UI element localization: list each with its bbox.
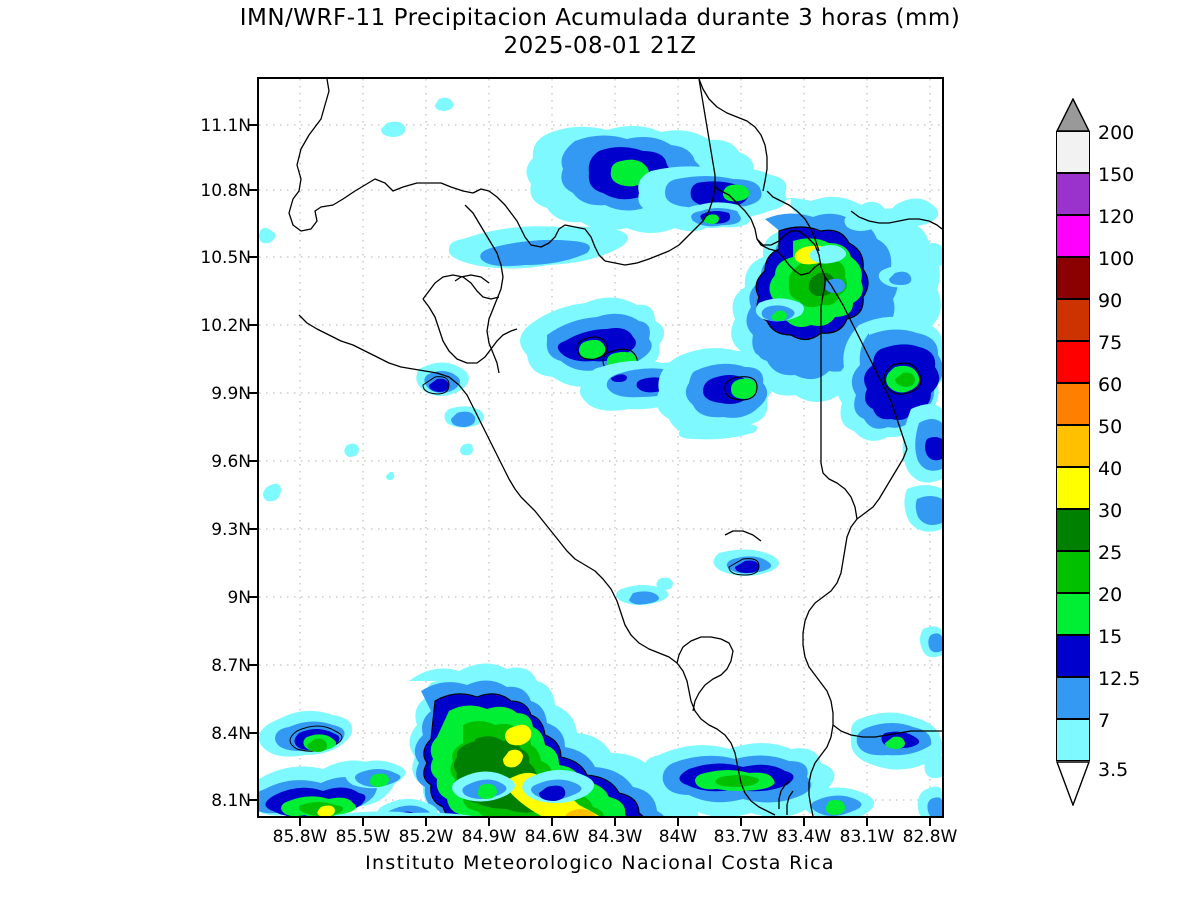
colorbar-tick-75: 75: [1098, 332, 1123, 354]
colorbar-band-40[interactable]: [1056, 467, 1090, 509]
y-axis-label: 8.4N: [211, 724, 251, 744]
colorbar-band-15[interactable]: [1056, 635, 1090, 677]
x-axis-label: 84W: [658, 827, 698, 847]
y-axis-tick: [249, 460, 257, 462]
y-axis-tick: [249, 528, 257, 530]
colorbar-tick-40: 40: [1098, 458, 1123, 480]
x-axis-label: 83.7W: [713, 827, 769, 847]
precip-cell-southwest-pacific: [259, 710, 353, 757]
x-axis-tick: [740, 818, 742, 826]
colorbar-tick-20: 20: [1098, 584, 1123, 606]
precip-cell-south-coastal-band: [333, 769, 595, 816]
precip-cell-nw-sliver: [435, 97, 454, 111]
precip-cell-ne-coastal: [683, 202, 752, 228]
colorbar-band-25[interactable]: [1056, 551, 1090, 593]
y-axis-label: 10.5N: [200, 248, 251, 268]
colorbar-tick-15: 15: [1098, 626, 1123, 648]
colorbar-tick-100: 100: [1098, 248, 1135, 270]
x-axis-label: 84.9W: [461, 827, 517, 847]
colorbar-tick-7: 7: [1098, 710, 1111, 732]
map-plot-area[interactable]: [257, 77, 944, 818]
colorbar-band-75[interactable]: [1056, 341, 1090, 383]
colorbar-tick-50: 50: [1098, 416, 1123, 438]
precip-cell-se-panama: [641, 626, 942, 816]
colorbar-tick-150: 150: [1098, 164, 1135, 186]
colorbar-band-100[interactable]: [1056, 257, 1090, 299]
x-axis-label: 84.6W: [524, 827, 580, 847]
y-axis-label: 11.1N: [200, 116, 251, 136]
x-axis-label: 82.8W: [902, 827, 958, 847]
x-axis-tick: [803, 818, 805, 826]
colorbar-tick-12_5: 12.5: [1098, 668, 1141, 690]
y-axis-tick: [249, 324, 257, 326]
precip-cell-pacific-scattered: [344, 443, 779, 605]
precip-cell-east-coastal-band: [836, 316, 942, 532]
chart-title: IMN/WRF-11 Precipitacion Acumulada duran…: [239, 5, 961, 31]
colorbar-band-30[interactable]: [1056, 509, 1090, 551]
y-axis-tick: [249, 392, 257, 394]
colorbar-tick-30: 30: [1098, 500, 1123, 522]
x-axis-tick: [677, 818, 679, 826]
chart-subtitle: 2025-08-01 21Z: [503, 33, 697, 59]
colorbar-tick-200: 200: [1098, 122, 1135, 144]
precip-cell-southwest-cluster: [259, 760, 515, 816]
x-axis-tick: [425, 818, 427, 826]
colorbar-tick-120: 120: [1098, 206, 1135, 228]
y-axis-tick: [249, 256, 257, 258]
colorbar-underflow-arrow: [1056, 761, 1090, 806]
y-axis-label: 9N: [227, 588, 251, 608]
colorbar-band-150[interactable]: [1056, 173, 1090, 215]
precip-cell-turrialba: [656, 348, 773, 440]
x-axis-tick: [551, 818, 553, 826]
y-axis-label: 10.8N: [200, 181, 251, 201]
y-axis-label: 8.1N: [211, 791, 251, 811]
y-axis-tick: [249, 189, 257, 191]
x-axis-label: 83.4W: [776, 827, 832, 847]
colorbar-band-120[interactable]: [1056, 215, 1090, 257]
colorbar-tick-25: 25: [1098, 542, 1123, 564]
colorbar-band-7[interactable]: [1056, 719, 1090, 761]
y-axis-label: 9.9N: [211, 384, 251, 404]
x-axis-tick: [929, 818, 931, 826]
colorbar-band-50[interactable]: [1056, 425, 1090, 467]
chart-title-block: IMN/WRF-11 Precipitacion Acumulada duran…: [0, 4, 1200, 60]
map-svg: [259, 79, 942, 816]
x-axis-label: 83.1W: [839, 827, 895, 847]
precip-cell-rio-san-juan: [638, 166, 787, 219]
colorbar-band-90[interactable]: [1056, 299, 1090, 341]
colorbar-band-60[interactable]: [1056, 383, 1090, 425]
colorbar-overflow-arrow: [1056, 98, 1090, 132]
colorbar-band-12_5[interactable]: [1056, 677, 1090, 719]
x-axis-label: 85.2W: [398, 827, 454, 847]
precip-cell-ne-detached: [809, 198, 942, 288]
colorbar-band-200[interactable]: [1056, 131, 1090, 173]
x-axis-tick: [614, 818, 616, 826]
y-axis-tick: [249, 732, 257, 734]
y-axis-label: 9.3N: [211, 520, 251, 540]
x-axis-tick: [866, 818, 868, 826]
y-axis-label: 9.6N: [211, 452, 251, 472]
x-axis-label: 85.5W: [335, 827, 391, 847]
y-axis-label: 10.2N: [200, 316, 251, 336]
colorbar-tick-3_5: 3.5: [1098, 759, 1129, 781]
precip-cell-nicoya-gulf: [259, 121, 485, 502]
colorbar[interactable]: 200 150 120 100 90 75 60 50 40 30 25 20 …: [1052, 98, 1140, 810]
x-axis-tick: [299, 818, 301, 826]
x-axis-tick: [362, 818, 364, 826]
x-axis-label: 84.3W: [587, 827, 643, 847]
y-axis-label: 8.7N: [211, 656, 251, 676]
y-axis-tick: [249, 596, 257, 598]
x-axis-label: 85.8W: [272, 827, 328, 847]
precip-cell-lake-nicaragua: [448, 226, 628, 269]
colorbar-tick-90: 90: [1098, 290, 1123, 312]
y-axis-tick: [249, 799, 257, 801]
figure-credit: Instituto Meteorologico Nacional Costa R…: [365, 852, 835, 874]
colorbar-band-20[interactable]: [1056, 593, 1090, 635]
colorbar-tick-60: 60: [1098, 374, 1123, 396]
y-axis-tick: [249, 664, 257, 666]
coastlines: [288, 79, 942, 816]
x-axis-tick: [488, 818, 490, 826]
y-axis-tick: [249, 124, 257, 126]
